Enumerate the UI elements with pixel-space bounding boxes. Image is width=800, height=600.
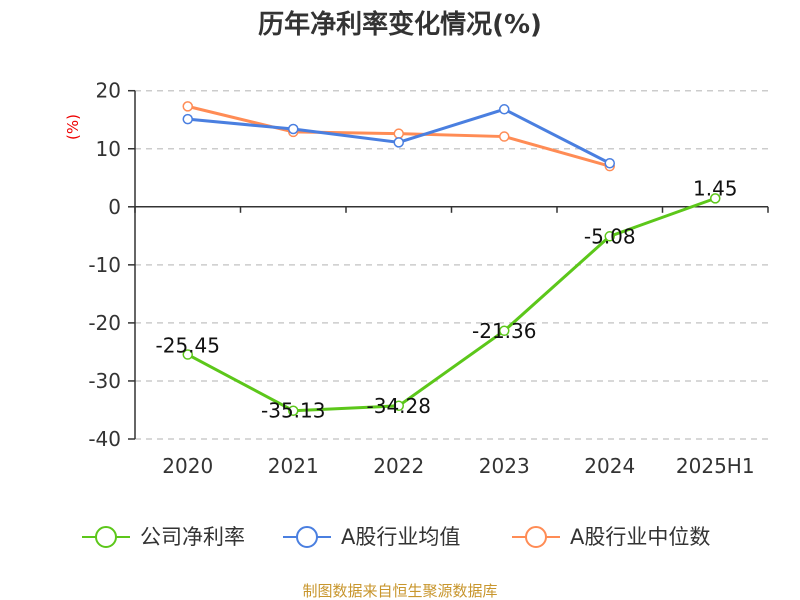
- data-label: -34.28: [367, 394, 431, 418]
- data-label: -35.13: [261, 399, 325, 423]
- data-point: [288, 405, 299, 416]
- data-point: [604, 231, 615, 242]
- data-label: -5.08: [584, 224, 636, 248]
- y-tick-label: -40: [88, 427, 121, 451]
- data-point: [393, 137, 404, 148]
- data-point: [393, 128, 404, 139]
- legend-label: 公司净利率: [140, 525, 245, 549]
- data-point: [499, 104, 510, 115]
- x-tick-label: 2020: [162, 454, 213, 478]
- y-tick-label: -20: [88, 311, 121, 335]
- y-tick-label: -30: [88, 369, 121, 393]
- data-point: [288, 123, 299, 135]
- series-line-0: [187, 196, 716, 413]
- x-tick-label: 2023: [479, 454, 530, 478]
- y-tick-label: 0: [108, 195, 121, 219]
- data-point: [182, 349, 193, 360]
- legend-marker: [95, 526, 117, 548]
- x-tick-label: 2021: [268, 454, 319, 478]
- legend-label: A股行业中位数: [570, 525, 710, 549]
- data-point: [604, 158, 615, 169]
- data-point: [499, 325, 510, 337]
- data-point: [710, 193, 721, 204]
- data-label: 1.45: [693, 176, 738, 200]
- data-point: [499, 131, 510, 142]
- data-point: [182, 113, 193, 125]
- data-point: [182, 101, 193, 112]
- y-tick-label: 10: [96, 137, 121, 161]
- source-note: 制图数据来自恒生聚源数据库: [302, 582, 497, 600]
- y-tick-label: 20: [96, 79, 121, 103]
- legend-marker: [296, 526, 318, 548]
- legend-marker: [525, 526, 547, 548]
- legend-label: A股行业均值: [341, 525, 460, 549]
- data-label: -25.45: [156, 334, 220, 358]
- data-point: [393, 400, 404, 412]
- x-tick-label: 2024: [584, 454, 635, 478]
- y-tick-label: -10: [88, 253, 121, 277]
- chart-title: 历年净利率变化情况(%): [258, 9, 542, 40]
- x-tick-label: 2022: [373, 454, 424, 478]
- y-axis-label: (%): [64, 114, 82, 140]
- x-tick-label: 2025H1: [676, 454, 755, 478]
- data-label: -21.36: [472, 319, 536, 343]
